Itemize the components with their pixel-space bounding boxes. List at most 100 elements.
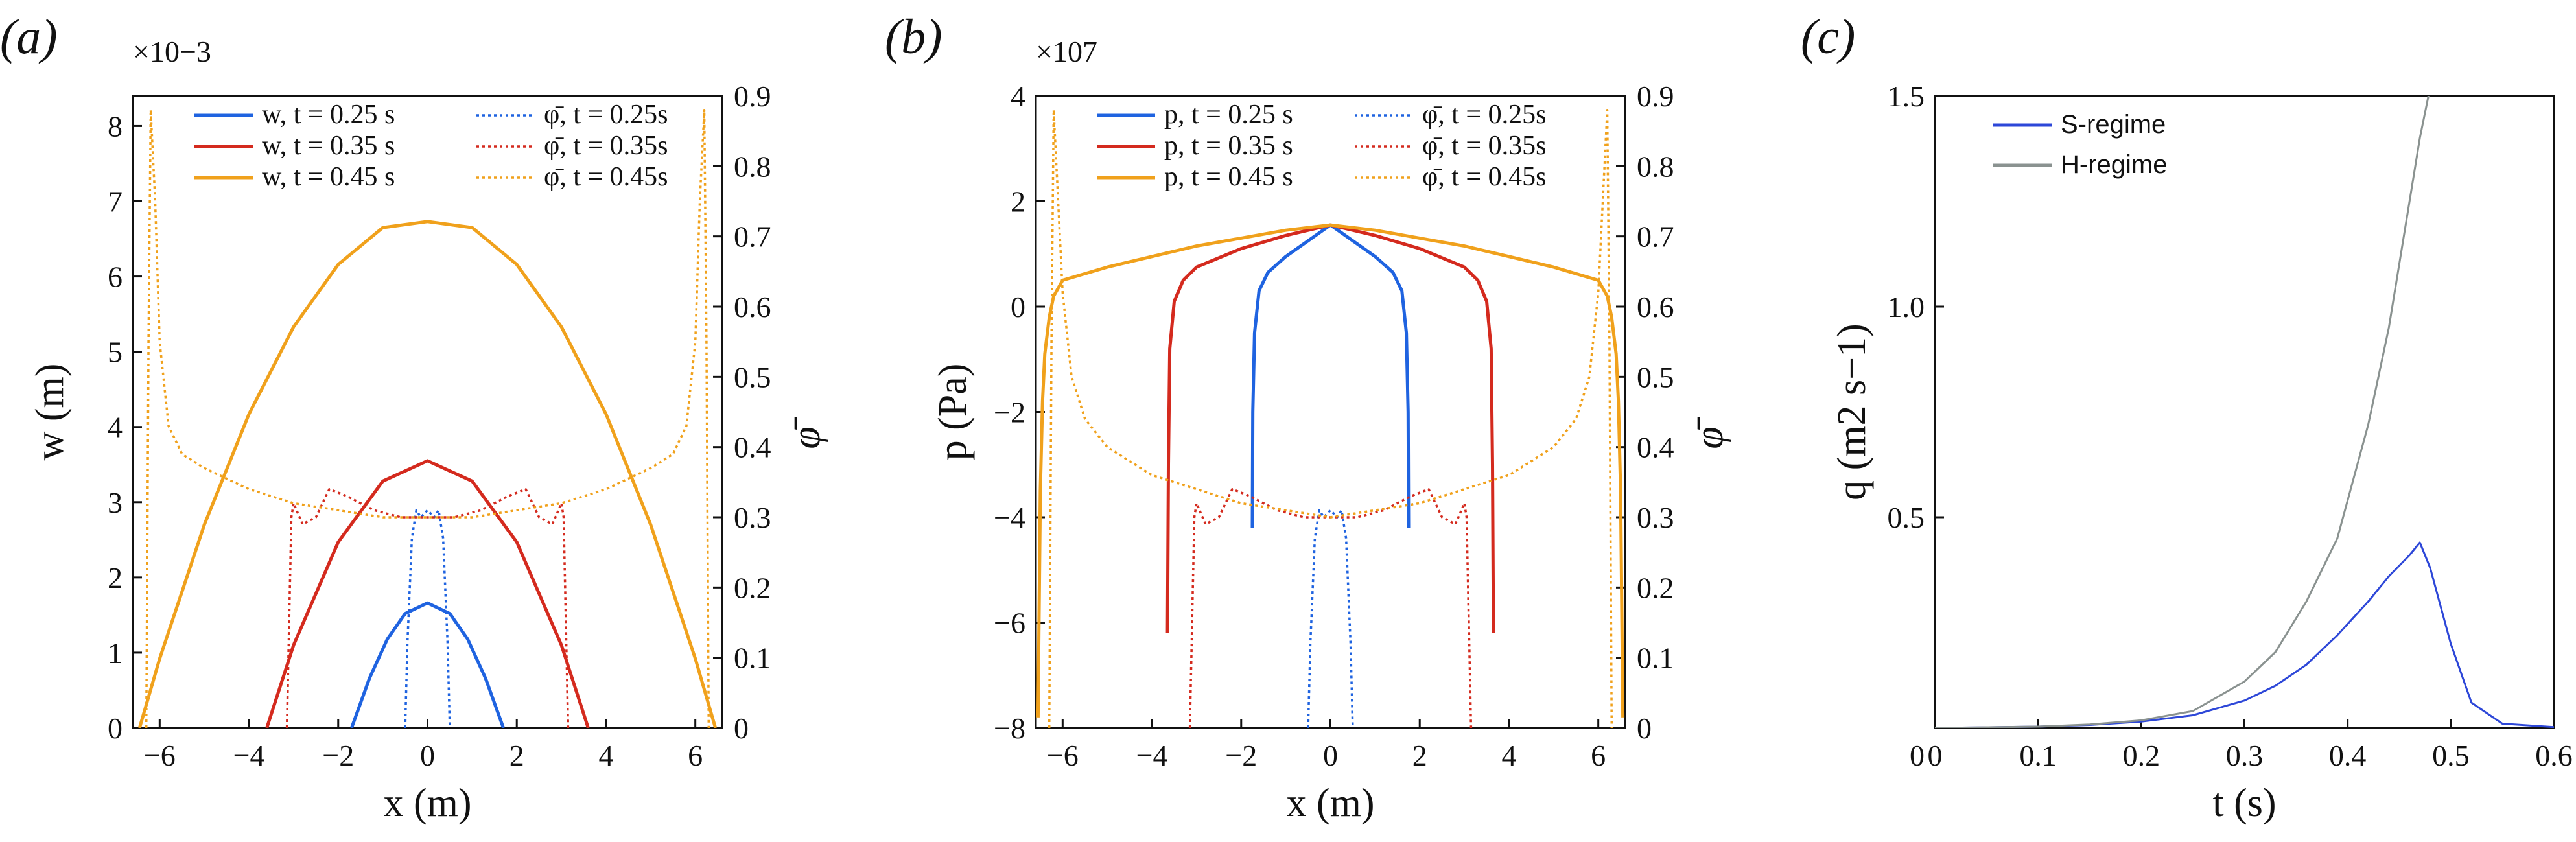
y2-tick-label: 0.9 bbox=[734, 80, 771, 113]
x-tick-label: −6 bbox=[144, 739, 176, 772]
legend-label: p, t = 0.45 s bbox=[1164, 162, 1293, 192]
x-tick-label: 0.4 bbox=[2329, 739, 2367, 772]
y2-tick-label: 0.2 bbox=[734, 571, 771, 604]
x-tick-label: 0.5 bbox=[2432, 739, 2470, 772]
y-tick-label: 2 bbox=[108, 561, 123, 594]
x-tick-label: −4 bbox=[233, 739, 265, 772]
y2-tick-label: 0.6 bbox=[734, 290, 771, 323]
legend-label: φ̄, t = 0.25s bbox=[1422, 100, 1546, 130]
y2-tick-label: 0.8 bbox=[734, 150, 771, 183]
x-axis-label: t (s) bbox=[2212, 781, 2276, 825]
panel-b: (b) ×107 −6 −4 −2 0 2 4 6 −8 −6 −4 −2 0 2 4 0 0.1 0.2 0.3… bbox=[885, 10, 1731, 825]
panel-c: (c) 0 0.1 0.2 0.3 0.4 0.5 0.6 0.5 1.0 1.5 0 t (s) q … bbox=[1801, 10, 2573, 825]
x-tick-label: −6 bbox=[1047, 739, 1079, 772]
series-line-b-2 bbox=[1036, 223, 1625, 718]
y-tick-label: 1.5 bbox=[1888, 80, 1925, 113]
x-tick-label: 0 bbox=[1323, 739, 1338, 772]
legend-label: φ̄, t = 0.25s bbox=[544, 100, 668, 130]
y-tick-label: −4 bbox=[994, 501, 1025, 534]
y-tick-label: 7 bbox=[108, 185, 123, 218]
legend-label: w, t = 0.25 s bbox=[262, 100, 395, 130]
panel-label-c: (c) bbox=[1801, 10, 1855, 64]
y2-tick-label: 0.7 bbox=[1637, 220, 1674, 253]
x-tick-label: −4 bbox=[1136, 739, 1168, 772]
x-tick-label: 0 bbox=[420, 739, 435, 772]
x-tick-label: 6 bbox=[1591, 739, 1606, 772]
y2-tick-label: 0.1 bbox=[1637, 642, 1674, 675]
legend-label: p, t = 0.25 s bbox=[1164, 100, 1293, 130]
legend-label: S-regime bbox=[2061, 110, 2166, 139]
series-line-b-0 bbox=[1250, 223, 1411, 528]
y-tick-label: −8 bbox=[994, 712, 1025, 745]
x-axis-label: x (m) bbox=[383, 781, 471, 825]
y-multiplier-b: ×107 bbox=[1036, 35, 1097, 68]
y-axis-label: w (m) bbox=[28, 364, 72, 461]
panel-a: (a) ×10−3 −6 −4 −2 0 2 4 601234567800.10.20.30… bbox=[0, 10, 828, 825]
y-multiplier-a: ×10−3 bbox=[133, 35, 211, 68]
series-line-b-3 bbox=[1307, 509, 1354, 728]
legend-label: w, t = 0.35 s bbox=[262, 131, 395, 161]
y2-tick-label: 0.4 bbox=[1637, 431, 1674, 464]
x-tick-label: 0 bbox=[1928, 739, 1943, 772]
legend-label: p, t = 0.35 s bbox=[1164, 131, 1293, 161]
y2-tick-label: 0.7 bbox=[734, 220, 771, 253]
x-tick-label: −2 bbox=[322, 739, 354, 772]
y-tick-label: 3 bbox=[108, 486, 123, 519]
y-tick-label: 6 bbox=[108, 261, 123, 294]
y-tick-label: 0 bbox=[108, 712, 123, 745]
y2-tick-label: 0.1 bbox=[734, 642, 771, 675]
legend-label: φ̄, t = 0.35s bbox=[544, 131, 668, 161]
legend-label: φ̄, t = 0.45s bbox=[1422, 162, 1546, 192]
y2-tick-label: 0.5 bbox=[734, 360, 771, 393]
x-tick-label: 0.3 bbox=[2226, 739, 2264, 772]
y-tick-label: −6 bbox=[994, 607, 1025, 640]
legend-label: φ̄, t = 0.35s bbox=[1422, 131, 1546, 161]
y-tick-label: 0.5 bbox=[1888, 501, 1925, 534]
y-axis-label: p (Pa) bbox=[931, 364, 975, 461]
x-tick-label: −2 bbox=[1225, 739, 1257, 772]
x-tick-label: 0.2 bbox=[2123, 739, 2160, 772]
legend-label: φ̄, t = 0.45s bbox=[544, 162, 668, 192]
series-line-a-3 bbox=[404, 509, 451, 728]
series-line-b-4 bbox=[1188, 487, 1473, 728]
y2-tick-label: 0.6 bbox=[1637, 290, 1674, 323]
series-line-c-1 bbox=[1935, 96, 2430, 728]
y2-axis-label: φ̄ bbox=[1687, 416, 1731, 449]
y2-tick-label: 0 bbox=[1637, 712, 1652, 745]
y2-tick-label: 0.4 bbox=[734, 431, 771, 464]
y-tick-label: 5 bbox=[108, 336, 123, 369]
y-tick-label: 4 bbox=[1011, 80, 1025, 113]
y-tick-label: 4 bbox=[108, 411, 123, 444]
legend-label: H-regime bbox=[2061, 150, 2167, 179]
y2-tick-label: 0.3 bbox=[734, 501, 771, 534]
y2-axis-label: φ̄ bbox=[784, 416, 828, 449]
y2-tick-label: 0.2 bbox=[1637, 571, 1674, 604]
series-line-b-5 bbox=[1048, 108, 1613, 728]
x-tick-label: 0.6 bbox=[2535, 739, 2573, 772]
series-line-a-4 bbox=[285, 487, 570, 728]
x-tick-label: 2 bbox=[509, 739, 524, 772]
y2-tick-label: 0.8 bbox=[1637, 150, 1674, 183]
legend-label: w, t = 0.45 s bbox=[262, 162, 395, 192]
y-tick-label: 0 bbox=[1910, 739, 1925, 772]
y2-tick-label: 0 bbox=[734, 712, 749, 745]
x-tick-label: 4 bbox=[1501, 739, 1516, 772]
x-tick-label: 0.1 bbox=[2019, 739, 2057, 772]
x-tick-label: 2 bbox=[1412, 739, 1427, 772]
plot-frame-c bbox=[1934, 95, 2555, 729]
series-line-b-1 bbox=[1165, 223, 1495, 633]
y-tick-label: −2 bbox=[994, 396, 1025, 429]
y2-tick-label: 0.3 bbox=[1637, 501, 1674, 534]
series-line-a-0 bbox=[350, 601, 505, 728]
series-line-a-1 bbox=[265, 459, 590, 728]
panel-label-b: (b) bbox=[885, 10, 943, 64]
y2-tick-label: 0.9 bbox=[1637, 80, 1674, 113]
x-axis-label: x (m) bbox=[1286, 781, 1374, 825]
y-tick-label: 2 bbox=[1011, 185, 1025, 218]
y2-tick-label: 0.5 bbox=[1637, 360, 1674, 393]
x-tick-label: 4 bbox=[598, 739, 613, 772]
series-line-a-2 bbox=[137, 220, 718, 728]
y-tick-label: 8 bbox=[108, 110, 123, 143]
y-tick-label: 1.0 bbox=[1888, 290, 1925, 323]
